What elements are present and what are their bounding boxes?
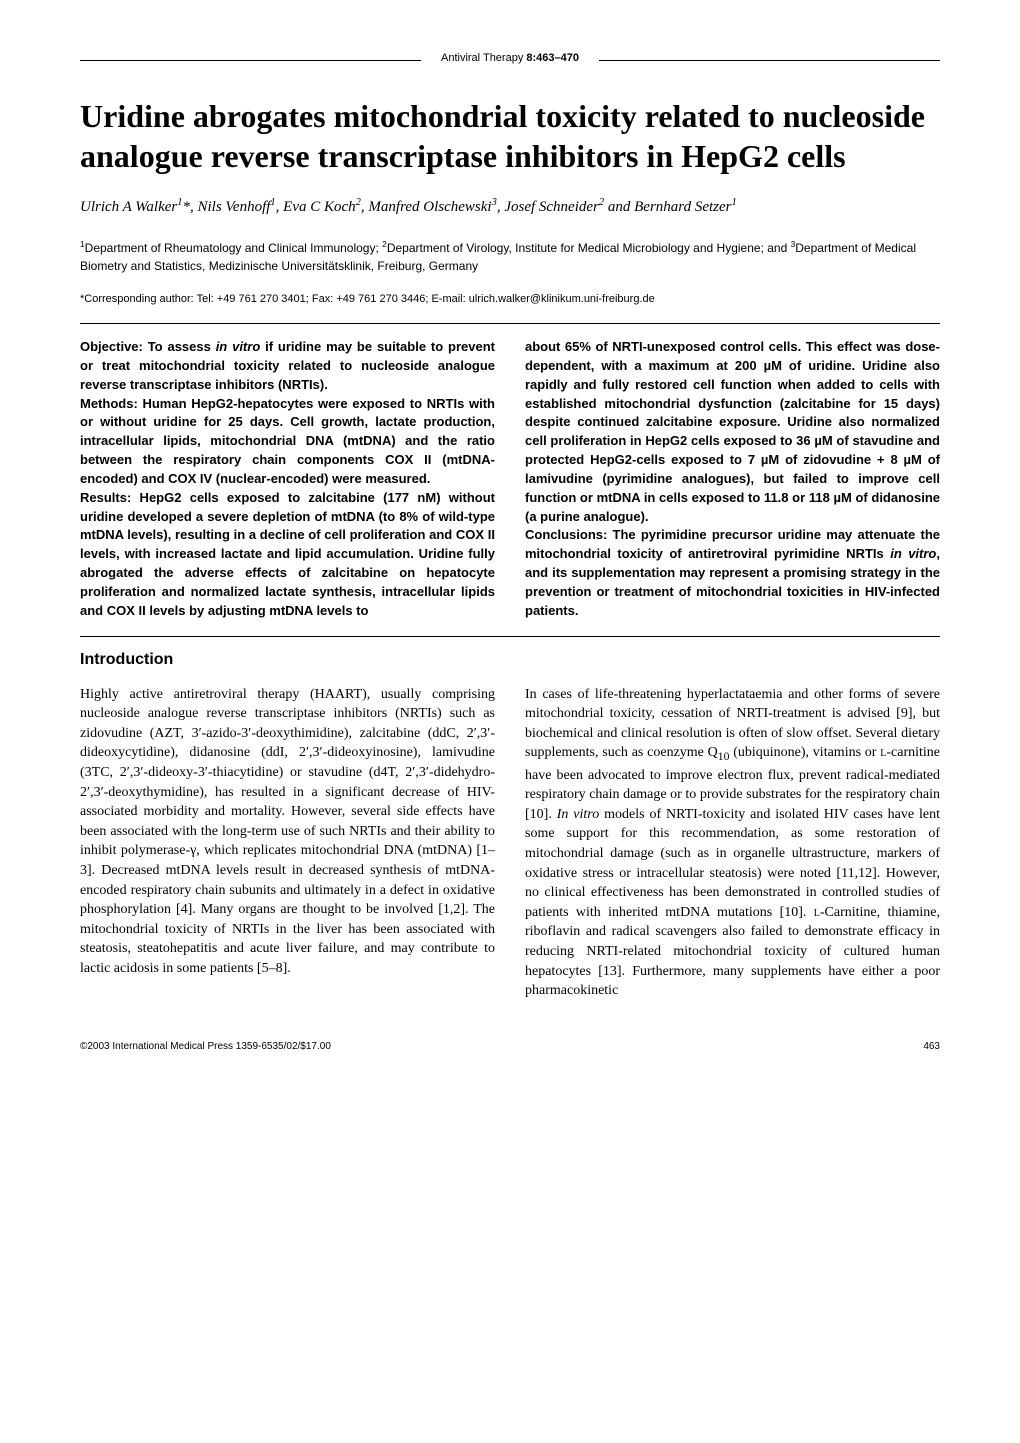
abstract-left-column: Objective: To assess in vitro if uridine…	[80, 338, 495, 621]
page-number: 463	[923, 1041, 940, 1052]
affiliations: 1Department of Rheumatology and Clinical…	[80, 238, 940, 275]
journal-volume: 8:463–470	[526, 52, 579, 64]
page-footer: ©2003 International Medical Press 1359-6…	[80, 1041, 940, 1052]
abstract: Objective: To assess in vitro if uridine…	[80, 338, 940, 621]
journal-name: Antiviral Therapy 8:463–470	[421, 52, 599, 64]
body-right-paragraph: In cases of life-threatening hyperlactat…	[525, 685, 940, 1001]
section-heading-introduction: Introduction	[80, 651, 940, 669]
abstract-bottom-rule	[80, 636, 940, 637]
abstract-right-column: about 65% of NRTI-unexposed control cell…	[525, 338, 940, 621]
article-title: Uridine abrogates mitochondrial toxicity…	[80, 96, 940, 176]
body-left-paragraph: Highly active antiretroviral therapy (HA…	[80, 685, 495, 979]
body-right-column: In cases of life-threatening hyperlactat…	[525, 685, 940, 1001]
authors-line: Ulrich A Walker1*, Nils Venhoff1, Eva C …	[80, 196, 940, 218]
journal-header-rule: Antiviral Therapy 8:463–470	[80, 60, 940, 61]
body-text: Highly active antiretroviral therapy (HA…	[80, 685, 940, 1001]
abstract-top-rule	[80, 323, 940, 324]
journal-name-text: Antiviral Therapy	[441, 52, 523, 64]
corresponding-author: *Corresponding author: Tel: +49 761 270 …	[80, 293, 940, 305]
copyright-notice: ©2003 International Medical Press 1359-6…	[80, 1041, 331, 1052]
body-left-column: Highly active antiretroviral therapy (HA…	[80, 685, 495, 1001]
